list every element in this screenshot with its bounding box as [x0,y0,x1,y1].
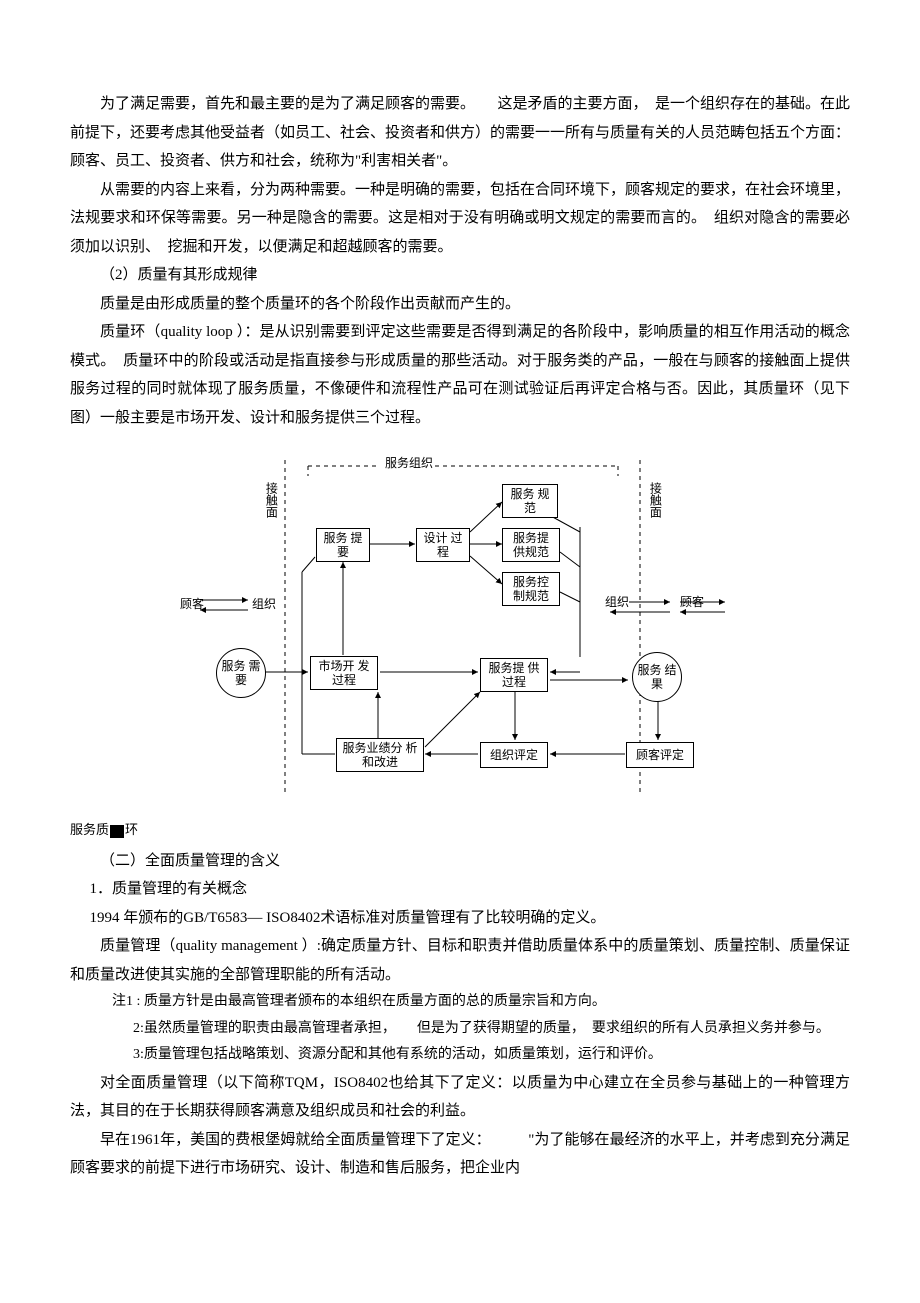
caption-suffix: 环 [125,822,138,837]
note: 3:质量管理包括战略策划、资源分配和其他有系统的活动，如质量策划，运行和评价。 [70,1042,850,1069]
subheading: 1．质量管理的有关概念 [70,875,850,904]
paragraph: 从需要的内容上来看，分为两种需要。一种是明确的需要，包括在合同环境下，顾客规定的… [70,176,850,262]
node-service-spec: 服务 规范 [502,484,558,518]
label-left-interface: 接触面 [264,482,278,518]
node-cust-eval: 顾客评定 [626,742,694,768]
paragraph: 质量环（quality loop ）：是从识别需要到评定这些需要是否得到满足的各… [70,318,850,432]
note: 2:虽然质量管理的职责由最高管理者承担， 但是为了获得期望的质量， 要求组织的所… [70,1016,850,1043]
node-supply-proc: 服务提 供过程 [480,658,548,692]
label-org-left: 组织 [252,597,276,611]
label-right-interface: 接触面 [648,482,662,518]
node-supply-spec: 服务提 供规范 [502,528,560,562]
paragraph: 质量是由形成质量的整个质量环的各个阶段作出贡献而产生的。 [70,290,850,319]
node-org-eval: 组织评定 [480,742,548,768]
caption-prefix: 服务质 [70,822,109,837]
service-quality-loop-diagram: 服务组织 接触面 接触面 顾客 组织 组织 顾客 服务 规范 服务 提要 设计 … [180,442,740,812]
paragraph: 质量管理（quality management ）:确定质量方针、目标和职责并借… [70,932,850,989]
note: 注1 : 质量方针是由最高管理者颁布的本组织在质量方面的总的质量宗旨和方向。 [70,989,850,1016]
diagram-title: 服务组织 [385,456,433,470]
node-service-need: 服务 需要 [216,648,266,698]
node-design-proc: 设计 过程 [416,528,470,562]
document-page: 为了满足需要，首先和最主要的是为了满足顾客的需要。 这是矛盾的主要方面， 是一个… [0,0,920,1243]
subheading: （2）质量有其形成规律 [70,261,850,290]
paragraph: 对全面质量管理（以下简称TQM，ISO8402也给其下了定义：以质量为中心建立在… [70,1069,850,1126]
node-service-result: 服务 结果 [632,652,682,702]
node-service-req: 服务 提要 [316,528,370,562]
label-customer-right: 顾客 [680,595,704,609]
redacted-icon [110,825,124,838]
figure-caption: 服务质 环 [70,818,850,843]
node-control-spec: 服务控 制规范 [502,572,560,606]
node-analysis: 服务业绩分 析和改进 [336,738,424,772]
paragraph: 早在1961年，美国的费根堡姆就给全面质量管理下了定义： "为了能够在最经济的水… [70,1126,850,1183]
paragraph: 为了满足需要，首先和最主要的是为了满足顾客的需要。 这是矛盾的主要方面， 是一个… [70,90,850,176]
label-org-right: 组织 [605,595,629,609]
label-customer-left: 顾客 [180,597,204,611]
node-market-dev: 市场开 发过程 [310,656,378,690]
paragraph: 1994 年颁布的GB/T6583— ISO8402术语标准对质量管理有了比较明… [70,904,850,933]
heading: （二）全面质量管理的含义 [70,847,850,876]
